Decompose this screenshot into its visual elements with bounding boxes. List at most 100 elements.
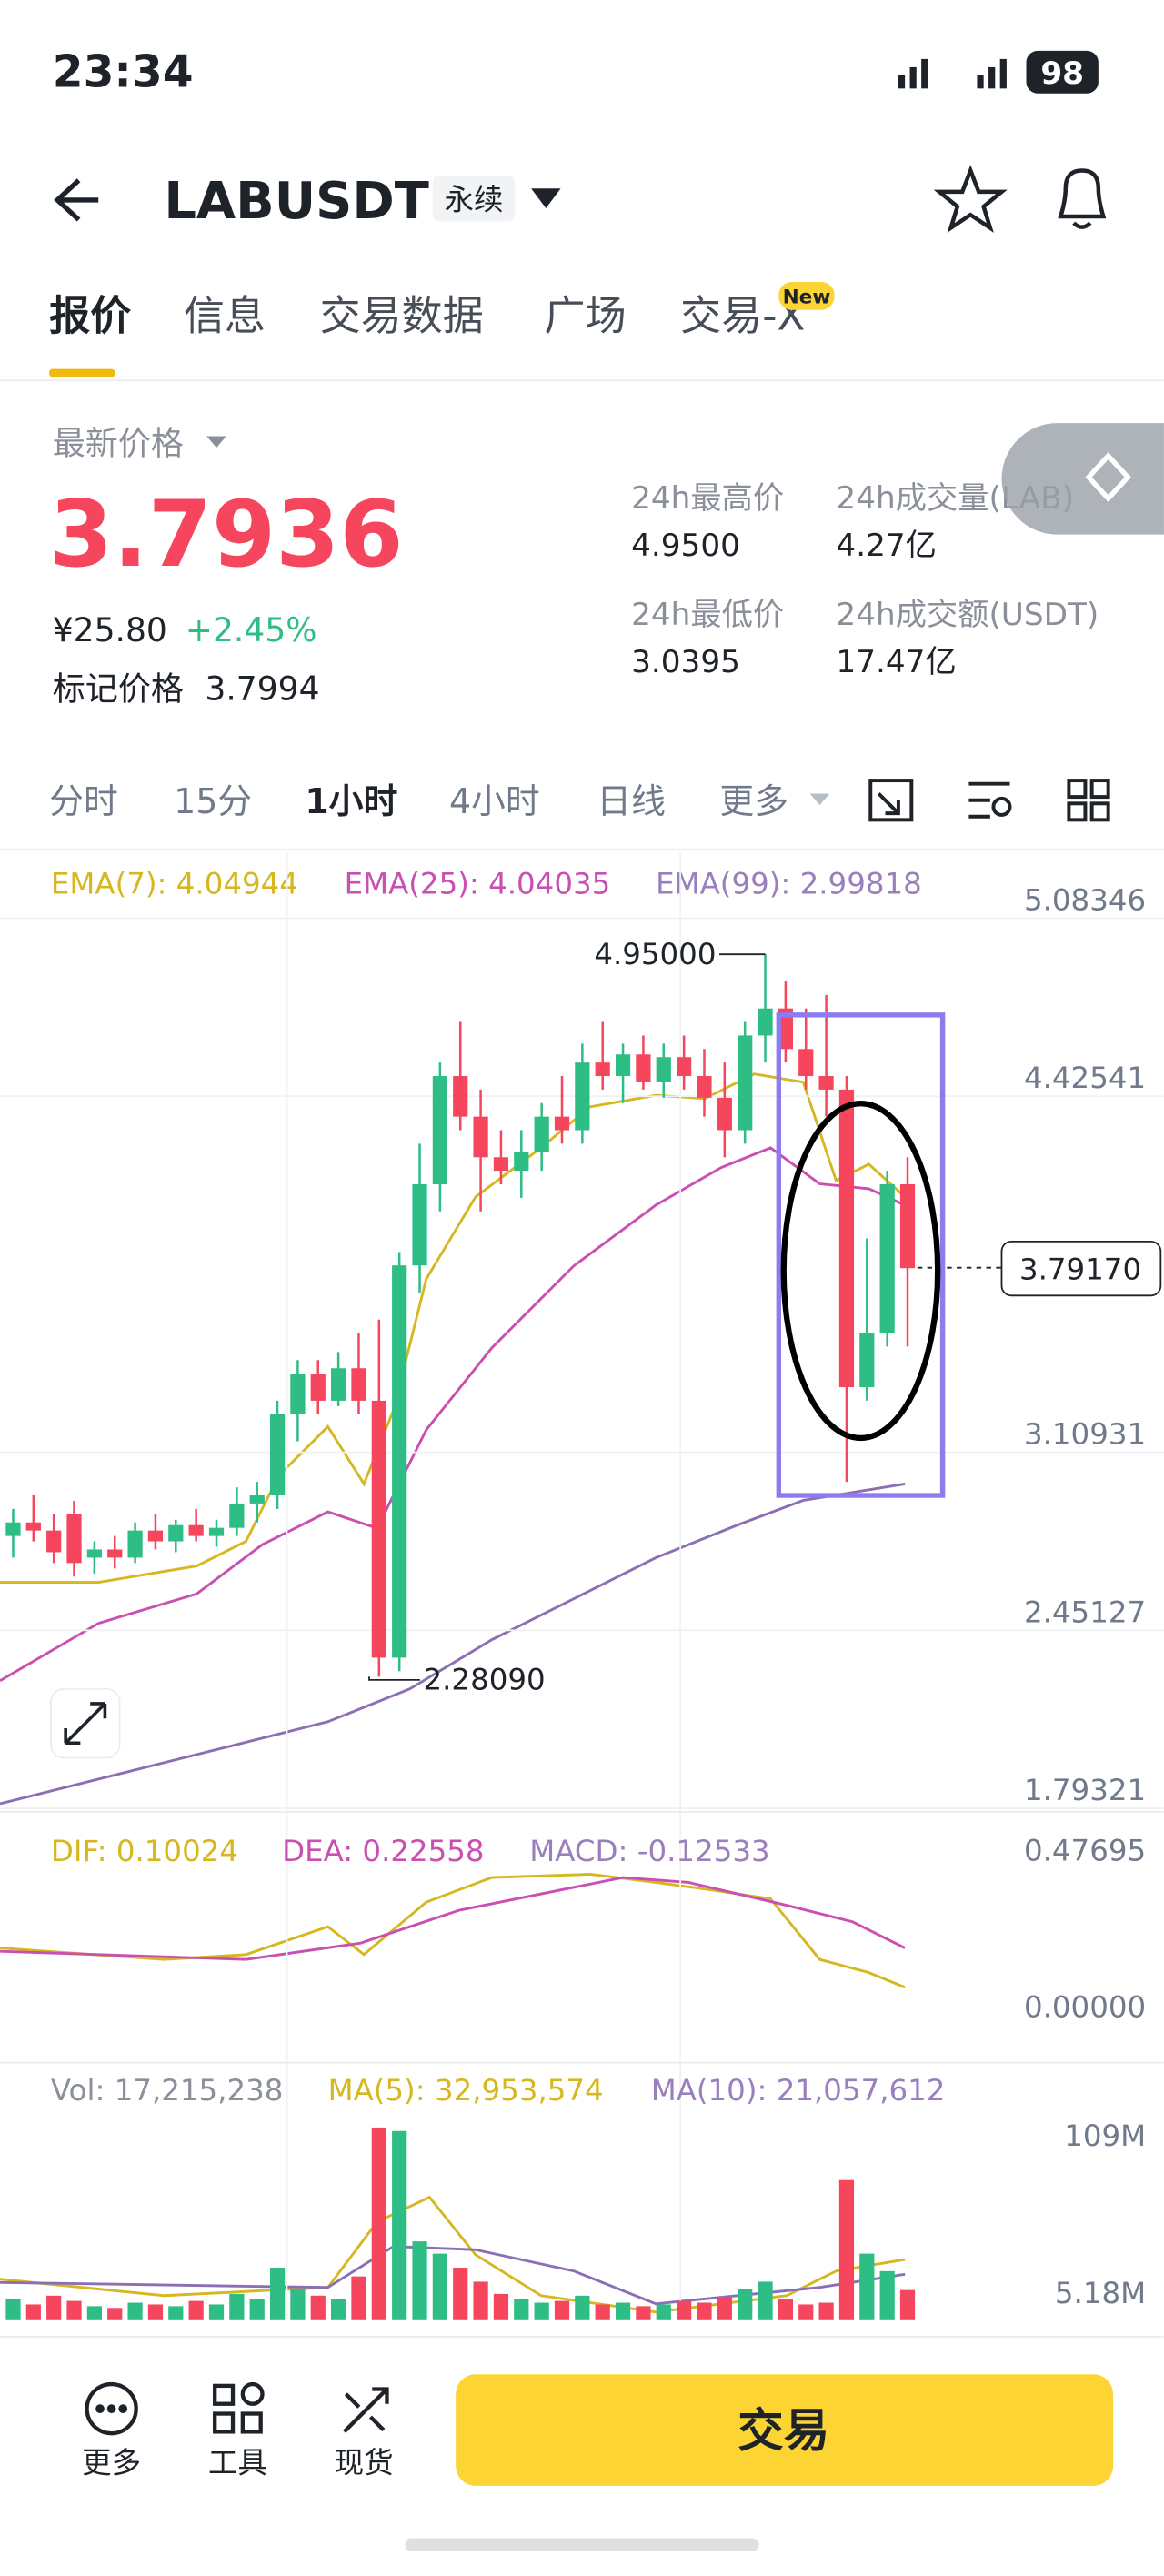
chart-tools[interactable] — [868, 779, 1110, 822]
volume-bar — [392, 2130, 407, 2320]
volume-bar — [697, 2302, 712, 2320]
candle-body — [514, 1152, 529, 1172]
tab[interactable]: 信息 — [184, 291, 266, 339]
candle-body — [66, 1514, 82, 1564]
signal-icons — [898, 58, 1007, 89]
candle-body — [229, 1503, 245, 1528]
volume-bar — [717, 2297, 732, 2320]
volume-bar — [249, 2299, 265, 2320]
macd-label: DEA: 0.22558 — [282, 1834, 484, 1868]
candle-body — [534, 1116, 549, 1152]
volume-bar — [473, 2281, 488, 2320]
last-price-box — [1000, 1240, 1162, 1297]
candle-body — [493, 1157, 509, 1172]
volume-bar — [575, 2295, 590, 2320]
candle-body — [838, 1089, 855, 1388]
candle-body — [86, 1549, 102, 1558]
stat-value: 17.47亿 — [836, 644, 956, 680]
candle-body — [290, 1374, 306, 1414]
stat-value: 4.9500 — [631, 528, 740, 564]
volume-bar — [838, 2179, 855, 2320]
bottom-icons — [85, 2381, 389, 2436]
candle-body — [5, 1522, 21, 1536]
candle-body — [473, 1116, 488, 1158]
home-indicator — [405, 2538, 759, 2551]
volume-bar — [818, 2302, 834, 2320]
volume-bar — [738, 2289, 753, 2320]
y-tick-label: 4.42541 — [1024, 1061, 1146, 1095]
toolbar-button[interactable]: 工具 — [208, 2445, 267, 2480]
volume-bar — [371, 2127, 386, 2320]
tab-indicator — [49, 368, 115, 377]
floating-button[interactable] — [1001, 423, 1164, 535]
battery — [1026, 50, 1099, 94]
tab[interactable]: 广场 — [545, 291, 627, 339]
volume-bar — [615, 2302, 631, 2320]
y-tick-label: 1.79321 — [1024, 1773, 1146, 1807]
volume-bar — [798, 2304, 814, 2320]
interval[interactable]: 分时 — [49, 781, 118, 821]
volume-bar — [147, 2304, 164, 2320]
candle-body — [46, 1530, 62, 1553]
volume-bar — [229, 2293, 245, 2320]
tag-bg — [432, 175, 516, 222]
interval[interactable]: 4小时 — [449, 781, 540, 821]
interval[interactable]: 15分 — [174, 781, 252, 821]
trade-button[interactable] — [456, 2374, 1114, 2486]
interval[interactable]: 1小时 — [305, 781, 397, 821]
candle-body — [778, 1008, 794, 1050]
volume-bar — [879, 2270, 895, 2320]
candle-body — [859, 1333, 875, 1388]
price-dropdown[interactable] — [206, 436, 226, 448]
candle-body — [310, 1374, 326, 1401]
volume-bar — [514, 2299, 529, 2320]
volume-bar — [127, 2302, 143, 2320]
toolbar-button[interactable]: 现货 — [335, 2445, 394, 2480]
symbol-dropdown[interactable] — [531, 188, 561, 208]
indicator-label: EMA(25): 4.04035 — [345, 866, 611, 901]
alerts[interactable] — [1058, 168, 1107, 229]
volume-bar — [188, 2300, 204, 2320]
volume-bar — [656, 2304, 671, 2320]
interval[interactable]: 日线 — [597, 781, 666, 821]
candle-body — [269, 1414, 286, 1496]
candle-body — [25, 1522, 41, 1531]
volume-bar — [432, 2253, 448, 2320]
expand-icon — [64, 1702, 107, 1746]
volume-bar — [269, 2268, 286, 2320]
highlight-ellipse — [780, 1101, 941, 1442]
candle-body — [371, 1400, 386, 1658]
high-label: 4.95000 — [594, 937, 716, 971]
volume-bar — [331, 2299, 346, 2320]
back-button[interactable] — [54, 178, 99, 222]
tab[interactable]: 交易数据 — [320, 291, 484, 339]
volume-bar — [534, 2302, 549, 2320]
more-dropdown[interactable] — [809, 793, 830, 806]
indicator-label: EMA(99): 2.99818 — [656, 866, 922, 901]
toolbar-button[interactable]: 更多 — [82, 2445, 141, 2480]
stat-label: 24h最低价 — [631, 597, 784, 633]
candle-body — [147, 1530, 164, 1542]
stat-label: 24h最高价 — [631, 480, 784, 517]
y-tick-label: 3.10931 — [1024, 1417, 1146, 1452]
highlight-box — [776, 1012, 946, 1498]
macd-tick-label: 0.47695 — [1024, 1833, 1146, 1867]
interval[interactable]: 更多 — [719, 781, 788, 821]
volume-bar — [859, 2253, 875, 2320]
candle-body — [127, 1530, 143, 1558]
candle-body — [107, 1549, 123, 1558]
candle-body — [432, 1076, 448, 1184]
volume-label: MA(5): 32,953,574 — [328, 2073, 604, 2108]
volume-bar — [636, 2306, 651, 2320]
volume-bar — [208, 2304, 225, 2320]
favorite[interactable] — [933, 165, 1008, 233]
candle-body — [636, 1054, 651, 1082]
candle-body — [717, 1097, 732, 1131]
macd-label: DIF: 0.10024 — [51, 1834, 238, 1868]
tab[interactable]: 报价 — [49, 291, 131, 339]
battery-level: 98 — [1040, 55, 1084, 92]
candle-body — [758, 1008, 773, 1036]
candle-body — [656, 1057, 671, 1082]
floating-icon — [1085, 452, 1131, 502]
macd-label: MACD: -0.12533 — [529, 1834, 769, 1868]
